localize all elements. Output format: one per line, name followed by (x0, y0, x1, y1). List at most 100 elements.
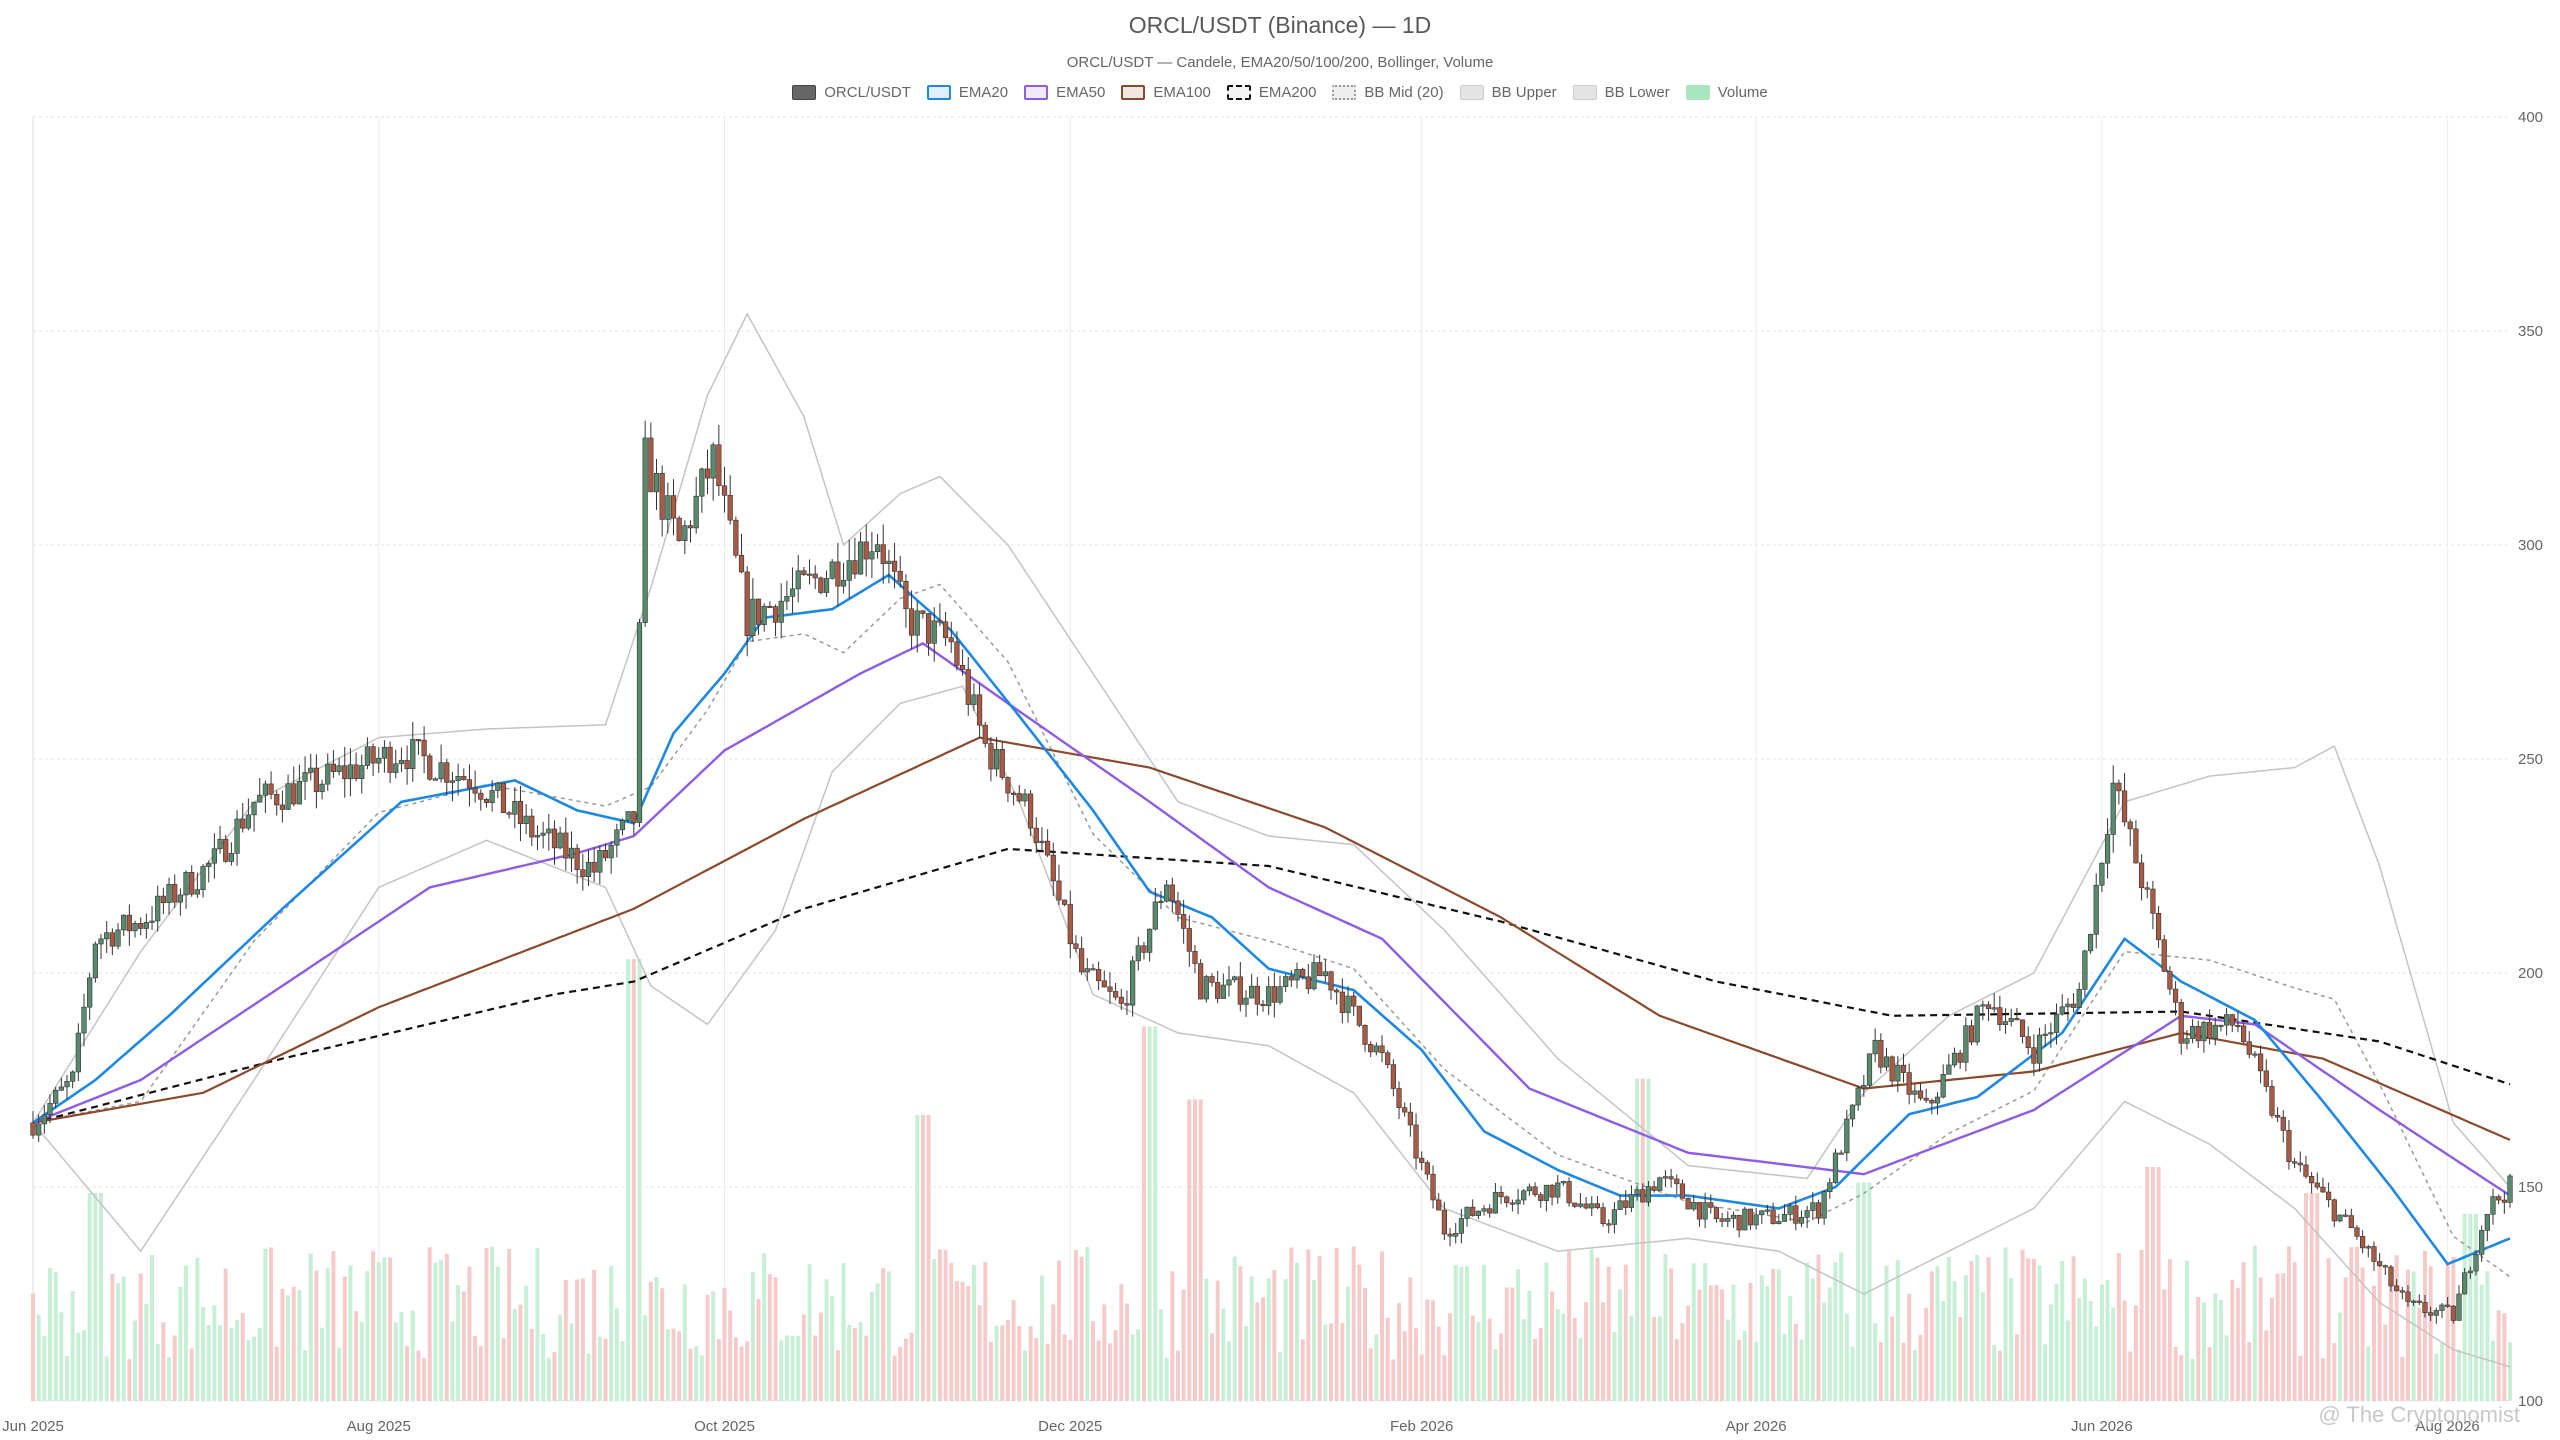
volume-bar (1187, 1099, 1192, 1401)
candle-body (1844, 1118, 1850, 1154)
volume-bar (1147, 1026, 1152, 1401)
volume-bar (1844, 1313, 1849, 1401)
candle-body (903, 580, 909, 610)
volume-bar (1232, 1256, 1237, 1401)
candle-body (1419, 1157, 1425, 1163)
volume-bar (1079, 1256, 1084, 1401)
candle-body (166, 883, 172, 903)
candle-body (87, 977, 93, 1008)
candle-body (2297, 1162, 2303, 1166)
legend-item[interactable]: EMA100 (1121, 84, 1211, 101)
volume-bar (2428, 1266, 2433, 1401)
legend-item[interactable]: EMA20 (926, 84, 1008, 101)
volume-bar (1470, 1315, 1475, 1401)
volume-bar (2411, 1271, 2416, 1401)
volume-bar (184, 1265, 189, 1401)
candle-body (200, 866, 206, 890)
candle-body (631, 811, 637, 823)
candle-body (251, 801, 257, 816)
volume-bar (325, 1268, 330, 1401)
legend-item[interactable]: EMA50 (1024, 84, 1105, 101)
candle-body (591, 861, 597, 873)
candle-body (1107, 986, 1113, 992)
volume-bar (1827, 1287, 1832, 1401)
volume-bar (1283, 1279, 1288, 1401)
candle-body (2121, 790, 2128, 823)
candle-body (285, 783, 291, 810)
volume-bar (2275, 1273, 2280, 1401)
volume-bar (2468, 1213, 2473, 1401)
volume-bar (620, 1341, 625, 1401)
candle-body (1390, 1064, 1396, 1089)
volume-bar (2048, 1304, 2053, 1401)
candle-body (1555, 1182, 1561, 1198)
candle-body (1600, 1207, 1606, 1224)
volume-bar (1039, 1275, 1044, 1401)
volume-bar (314, 1270, 319, 1401)
legend-swatch (792, 85, 817, 100)
candle-body (1889, 1056, 1895, 1082)
volume-bar (1209, 1333, 1214, 1401)
volume-bar (1782, 1333, 1787, 1401)
candle-body (744, 571, 750, 636)
y-tick-label: 150 (2518, 1179, 2543, 1196)
candle-body (1685, 1198, 1691, 1210)
legend-item[interactable]: EMA200 (1226, 84, 1316, 101)
volume-bar (2479, 1284, 2484, 1401)
volume-bar (2060, 1261, 2065, 1401)
candle-body (636, 622, 643, 823)
candle-body (268, 783, 274, 795)
volume-bar (2366, 1346, 2371, 1401)
candle-body (1379, 1045, 1385, 1054)
volume-bar (1402, 1331, 1407, 1401)
volume-bar (1663, 1253, 1668, 1401)
volume-bar (2014, 1334, 2019, 1401)
volume-bar (2128, 1351, 2133, 1401)
volume-bar (1368, 1348, 1373, 1401)
volume-bar (937, 1249, 942, 1401)
volume-bar (456, 1284, 461, 1401)
volume-bar (1374, 1334, 1379, 1401)
candle-body (806, 573, 813, 576)
candle-body (2428, 1312, 2434, 1316)
candle-body (1118, 996, 1124, 1004)
volume-bar (127, 1359, 132, 1401)
candle-body (659, 472, 665, 520)
x-tick-label: Dec 2025 (1038, 1418, 1102, 1435)
candle-body (597, 850, 603, 873)
volume-bar (830, 1295, 835, 1401)
volume-bar (1363, 1287, 1368, 1401)
candle-body (1991, 1007, 1997, 1010)
legend-item[interactable]: ORCL/USDT (792, 84, 911, 101)
candle-body (2206, 1022, 2213, 1039)
volume-bar (1312, 1280, 1317, 1401)
candle-body (438, 762, 444, 780)
volume-bar (660, 1288, 665, 1401)
volume-bar (2230, 1279, 2235, 1401)
volume-bar (835, 1350, 840, 1401)
volume-bar (1731, 1284, 1736, 1401)
candle-body (1572, 1202, 1578, 1207)
candle-body (336, 765, 342, 772)
legend-item[interactable]: Volume (1685, 84, 1768, 101)
legend-item[interactable]: BB Mid (20) (1332, 84, 1444, 101)
candle-body (381, 746, 388, 759)
candle-body (568, 847, 575, 859)
volume-bar (2473, 1213, 2478, 1401)
ema20-line (32, 573, 2511, 1266)
volume-bar (2105, 1280, 2110, 1401)
volume-bar (677, 1331, 682, 1401)
volume-bar (818, 1312, 823, 1401)
volume-bar (1618, 1289, 1623, 1401)
volume-bar (665, 1329, 670, 1401)
volume-bar (1850, 1346, 1855, 1401)
volume-bar (1878, 1342, 1883, 1401)
volume-bar (297, 1290, 302, 1401)
volume-bar (1584, 1302, 1589, 1401)
candle-body (2496, 1196, 2502, 1201)
volume-bar (99, 1193, 104, 1401)
legend-item[interactable]: BB Lower (1572, 84, 1670, 101)
candle-body (716, 444, 722, 487)
legend-item[interactable]: BB Upper (1459, 84, 1557, 101)
candle-body (1793, 1205, 1799, 1224)
